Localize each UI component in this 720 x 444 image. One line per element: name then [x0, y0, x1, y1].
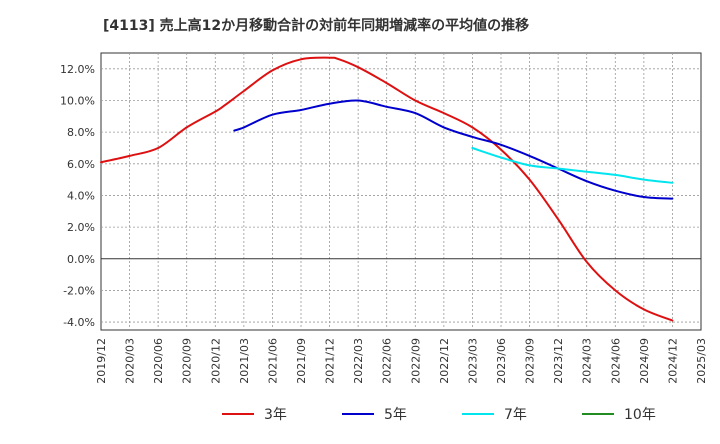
series-line-7年 — [471, 147, 674, 184]
y-tick-label: 8.0% — [67, 126, 95, 139]
y-tick-label: 0.0% — [67, 253, 95, 266]
x-tick-label: 2020/06 — [152, 338, 165, 384]
x-tick-label: 2022/06 — [381, 338, 394, 384]
x-axis: 2019/12 2020/03 2020/06 2020/09 2020/12 2021/… — [95, 338, 708, 384]
series-line-5年 — [233, 99, 674, 200]
x-tick-label: 2024/03 — [581, 338, 594, 384]
x-tick-label: 2021/12 — [324, 338, 337, 384]
x-tick-label: 2022/03 — [352, 338, 365, 384]
x-tick-label: 2024/09 — [638, 338, 651, 384]
x-tick-label: 2021/06 — [266, 338, 279, 384]
x-tick-label: 2025/03 — [695, 338, 708, 384]
x-tick-label: 2022/09 — [409, 338, 422, 384]
x-tick-label: 2021/09 — [295, 338, 308, 384]
y-tick-label: -4.0% — [63, 316, 95, 329]
x-tick-label: 2020/03 — [124, 338, 137, 384]
legend: 3年 5年 7年 10年 — [222, 407, 656, 423]
y-tick-label: 6.0% — [67, 158, 95, 171]
x-tick-label: 2024/06 — [609, 338, 622, 384]
chart-title: [4113] 売上高12か月移動合計の対前年同期増減率の平均値の推移 — [103, 17, 529, 34]
y-axis: -4.0% -2.0% 0.0% 2.0% 4.0% 6.0% 8.0% 10.0% 12.0% — [60, 63, 95, 329]
y-tick-label: -2.0% — [63, 284, 95, 297]
x-tick-label: 2022/12 — [438, 338, 451, 384]
y-tick-label: 12.0% — [60, 63, 95, 76]
x-tick-label: 2023/09 — [524, 338, 537, 384]
y-tick-label: 10.0% — [60, 94, 95, 107]
plot-area — [100, 52, 702, 331]
legend-label: 5年 — [384, 407, 407, 423]
legend-label: 3年 — [264, 407, 287, 423]
x-tick-label: 2020/09 — [181, 338, 194, 384]
x-tick-label: 2023/03 — [466, 338, 479, 384]
legend-label: 7年 — [504, 407, 527, 423]
y-tick-label: 4.0% — [67, 189, 95, 202]
x-tick-label: 2023/12 — [552, 338, 565, 384]
legend-label: 10年 — [624, 407, 656, 423]
x-tick-label: 2019/12 — [95, 338, 108, 384]
series-line-3年 — [100, 56, 674, 322]
grid-layer — [101, 53, 701, 330]
x-tick-label: 2021/03 — [238, 338, 251, 384]
x-tick-label: 2020/12 — [209, 338, 222, 384]
x-tick-label: 2023/06 — [495, 338, 508, 384]
x-tick-label: 2024/12 — [666, 338, 679, 384]
series-layer — [100, 56, 674, 322]
y-tick-label: 2.0% — [67, 221, 95, 234]
